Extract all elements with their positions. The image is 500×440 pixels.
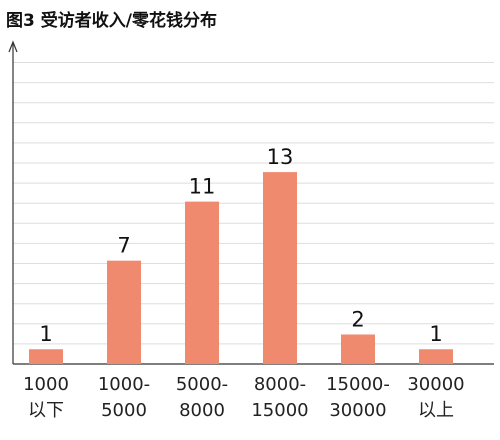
data-label: 13 — [267, 145, 294, 169]
bar — [419, 349, 453, 364]
data-label: 1 — [429, 322, 442, 346]
x-tick-label: 5000- 8000 — [175, 374, 229, 421]
bar — [185, 201, 219, 364]
chart-title: 图3 受访者收入/零花钱分布 — [6, 11, 217, 31]
bar — [263, 172, 297, 364]
bar — [107, 260, 141, 364]
x-tick-label: 8000- 15000 — [251, 374, 309, 421]
y-axis-arrow — [8, 40, 18, 53]
data-label: 7 — [117, 234, 130, 258]
bar — [341, 334, 375, 364]
x-tick-label: 15000- 30000 — [326, 374, 390, 421]
x-tick-label: 1000- 5000 — [97, 374, 151, 421]
x-tick-label: 1000 以下 — [23, 374, 69, 421]
data-label: 2 — [351, 307, 364, 331]
bar — [29, 349, 63, 364]
data-label: 11 — [189, 175, 216, 199]
x-tick-label: 30000 以上 — [407, 374, 465, 421]
data-label: 1 — [39, 322, 52, 346]
